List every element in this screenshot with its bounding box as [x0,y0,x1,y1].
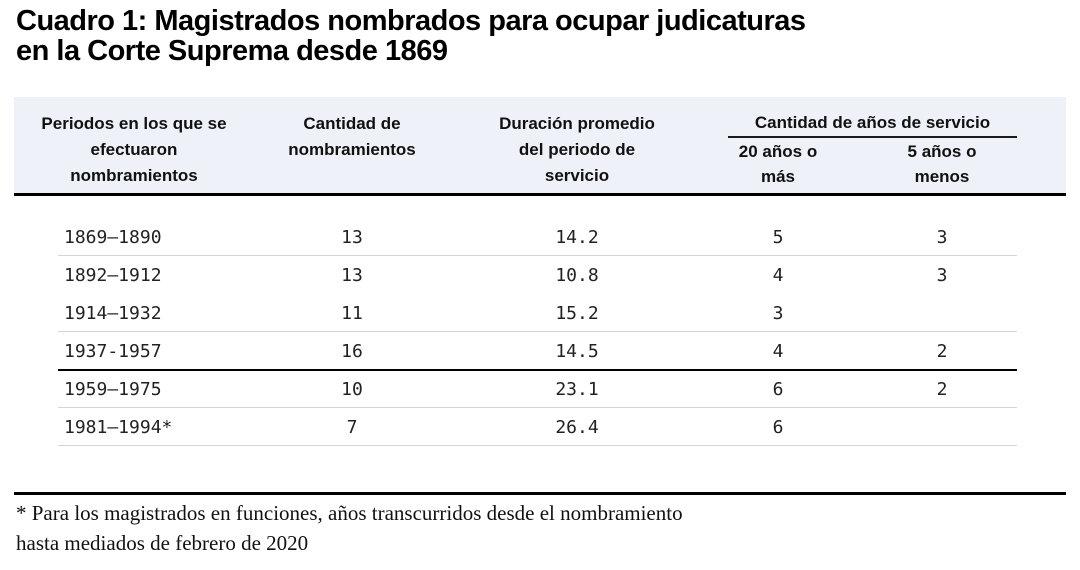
col-header-appointments: Cantidad de nombramientos [288,114,416,159]
cell-period: 1869–1890 [64,226,162,248]
col-header-5-less: 5 años o menos [907,142,977,186]
cell-5-less: 3 [936,264,948,286]
cell-period: 1914–1932 [64,302,162,324]
table-row: 1981–1994* 7 26.4 6 [14,408,1066,446]
cell-20-plus: 3 [772,302,784,324]
data-table: Periodos en los que se efectuaron nombra… [14,97,1066,446]
cell-avg-duration: 23.1 [555,378,599,400]
cell-appointments: 11 [341,302,363,324]
cell-5-less: 2 [936,378,948,400]
cell-20-plus: 4 [772,340,784,362]
header-bottom-rule [14,193,1066,196]
cell-20-plus: 6 [772,416,784,438]
table-row: 1869–1890 13 14.2 5 3 [14,218,1066,256]
cell-avg-duration: 14.5 [555,340,599,362]
footnote-line2: hasta mediados de febrero de 2020 [16,531,309,555]
footnote-top-rule [14,492,1066,495]
cell-avg-duration: 10.8 [555,264,599,286]
cell-5-less: 2 [936,340,948,362]
cell-20-plus: 5 [772,226,784,248]
col-header-20-plus: 20 años o más [738,142,818,186]
cell-period: 1892–1912 [64,264,162,286]
table-row: 1892–1912 13 10.8 4 3 [14,256,1066,294]
table-title: Cuadro 1: Magistrados nombrados para ocu… [16,6,806,66]
cell-appointments: 10 [341,378,363,400]
cell-20-plus: 4 [772,264,784,286]
cell-avg-duration: 14.2 [555,226,599,248]
table-title-line1: Cuadro 1: Magistrados nombrados para ocu… [16,5,806,37]
cell-5-less: 3 [936,226,948,248]
col-group-underline [728,136,1017,138]
cell-avg-duration: 26.4 [555,416,599,438]
table-row: 1959–1975 10 23.1 6 2 [14,370,1066,408]
cell-20-plus: 6 [772,378,784,400]
col-header-periods: Periodos en los que se efectuaron nombra… [41,114,227,185]
table-row: 1937-1957 16 14.5 4 2 [14,332,1066,371]
table-title-line2: en la Corte Suprema desde 1869 [16,35,448,67]
cell-appointments: 13 [341,264,363,286]
footnote-line1: * Para los magistrados en funciones, año… [16,501,683,525]
col-subheaders: 20 años o más 5 años o menos [704,139,1032,189]
cell-period: 1959–1975 [64,378,162,400]
cell-period: 1981–1994* [64,416,173,438]
cell-appointments: 7 [346,416,358,438]
cell-appointments: 16 [341,340,363,362]
cell-avg-duration: 15.2 [555,302,599,324]
col-group-title: Cantidad de años de servicio [754,113,991,132]
col-header-avg-duration: Duración promedio del periodo de servici… [499,114,655,185]
table-row: 1914–1932 11 15.2 3 [14,294,1066,332]
cell-period: 1937-1957 [64,340,162,362]
cell-appointments: 13 [341,226,363,248]
header-spacer [1032,111,1066,193]
table-body: 1869–1890 13 14.2 5 3 1892–1912 13 10.8 … [14,196,1066,446]
footnote: * Para los magistrados en funciones, año… [16,498,916,558]
col-group-service-years: Cantidad de años de servicio 20 años o m… [704,111,1032,193]
table-header-row: Periodos en los que se efectuaron nombra… [14,97,1066,193]
